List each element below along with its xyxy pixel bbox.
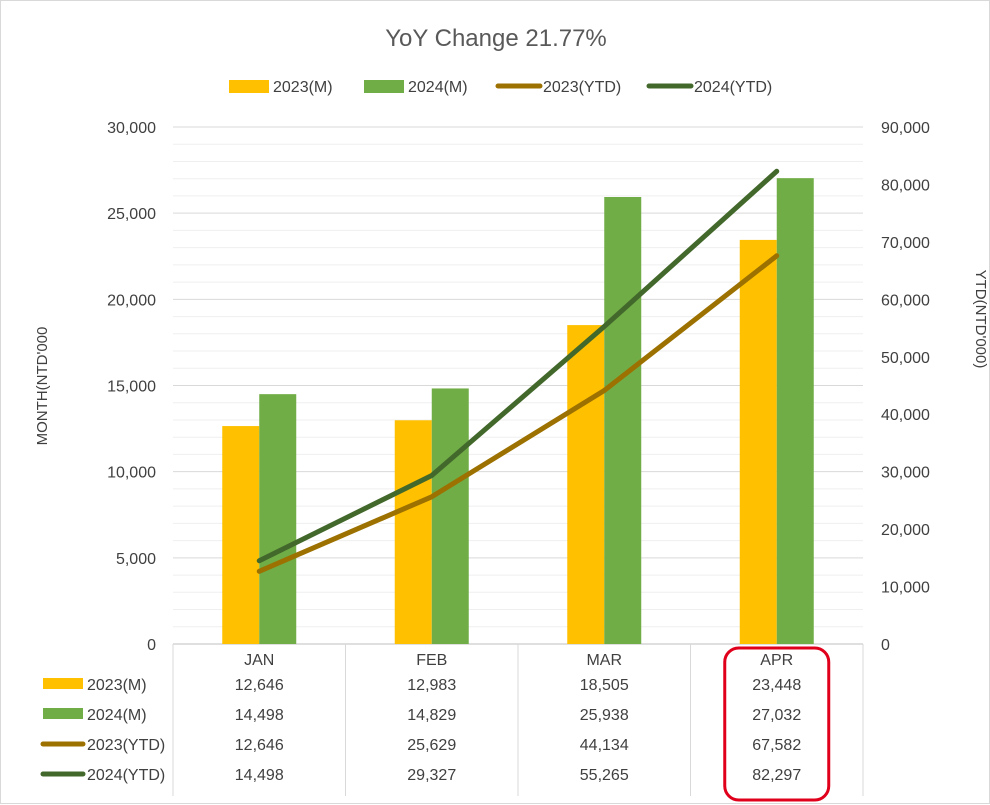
- right-tick-label: 0: [881, 637, 890, 654]
- right-axis-label: YTD(NTD'000): [972, 270, 989, 369]
- bar-2023(M): [739, 239, 777, 645]
- table-value: 23,448: [752, 677, 801, 694]
- category-label: FEB: [416, 652, 447, 669]
- bar-2023(M): [394, 420, 432, 644]
- bar-2024(M): [431, 388, 469, 644]
- left-tick-label: 10,000: [107, 465, 156, 482]
- bar-series: [222, 178, 814, 645]
- table-value: 82,297: [752, 767, 801, 784]
- left-tick-label: 25,000: [107, 206, 156, 223]
- right-tick-label: 20,000: [881, 522, 930, 539]
- right-tick-label: 30,000: [881, 465, 930, 482]
- line-2023(YTD): [256, 253, 780, 574]
- table-row-swatch: [43, 708, 83, 719]
- legend-label: 2024(M): [408, 79, 468, 96]
- category-label: APR: [760, 652, 793, 669]
- table-value: 67,582: [752, 737, 801, 754]
- right-tick-label: 90,000: [881, 120, 930, 137]
- table-value: 12,983: [407, 677, 456, 694]
- line-series: [256, 168, 780, 574]
- chart-title: YoY Change 21.77%: [385, 25, 607, 52]
- table-row-label: 2024(M): [87, 707, 147, 724]
- table-row-swatch: [43, 678, 83, 689]
- legend-swatch-2023(M): [229, 80, 269, 93]
- table-value: 14,498: [235, 707, 284, 724]
- legend-label: 2024(YTD): [694, 79, 772, 96]
- right-tick-label: 80,000: [881, 177, 930, 194]
- right-tick-label: 40,000: [881, 407, 930, 424]
- table-value: 29,327: [407, 767, 456, 784]
- right-tick-label: 70,000: [881, 235, 930, 252]
- bar-2024(M): [604, 197, 642, 644]
- legend-swatch-2024(M): [364, 80, 404, 93]
- category-label: MAR: [586, 652, 622, 669]
- legend-label: 2023(M): [273, 79, 333, 96]
- right-tick-label: 60,000: [881, 292, 930, 309]
- bar-2023(M): [222, 426, 260, 644]
- table-value: 44,134: [580, 737, 629, 754]
- left-axis-ticks: 0 5,000 10,000 15,000 20,000 25,000 30,000: [107, 120, 156, 654]
- line-2024(YTD): [256, 168, 780, 564]
- category-label: JAN: [244, 652, 274, 669]
- legend-label: 2023(YTD): [543, 79, 621, 96]
- left-tick-label: 20,000: [107, 292, 156, 309]
- highlight-rect: [723, 646, 831, 802]
- left-tick-label: 15,000: [107, 379, 156, 396]
- right-tick-label: 10,000: [881, 580, 930, 597]
- left-axis-label: MONTH(NTD'000: [34, 327, 51, 446]
- table-row-label: 2023(YTD): [87, 737, 165, 754]
- left-tick-label: 0: [147, 637, 156, 654]
- table-value: 25,629: [407, 737, 456, 754]
- left-tick-label: 5,000: [116, 551, 156, 568]
- right-axis-ticks: 0 10,000 20,000 30,000 40,000 50,000 60,000 70,…: [881, 120, 930, 654]
- table-value: 18,505: [580, 677, 629, 694]
- table-value: 12,646: [235, 677, 284, 694]
- table-value: 14,498: [235, 767, 284, 784]
- table-value: 27,032: [752, 707, 801, 724]
- left-tick-label: 30,000: [107, 120, 156, 137]
- table-value: 12,646: [235, 737, 284, 754]
- table-value: 14,829: [407, 707, 456, 724]
- right-tick-label: 50,000: [881, 350, 930, 367]
- bar-2023(M): [567, 325, 605, 644]
- table-value: 25,938: [580, 707, 629, 724]
- table-value: 55,265: [580, 767, 629, 784]
- data-table: JAN FEB MAR APR 2023(M) 12,646 12,983 18,505 23,…: [40, 644, 864, 796]
- bar-2024(M): [259, 394, 297, 644]
- table-row-label: 2024(YTD): [87, 767, 165, 784]
- bar-2024(M): [776, 178, 814, 644]
- legend: 2023(M) 2024(M) 2023(YTD) 2024(YTD): [229, 79, 772, 96]
- table-row-label: 2023(M): [87, 677, 147, 694]
- highlight-box: [723, 646, 831, 802]
